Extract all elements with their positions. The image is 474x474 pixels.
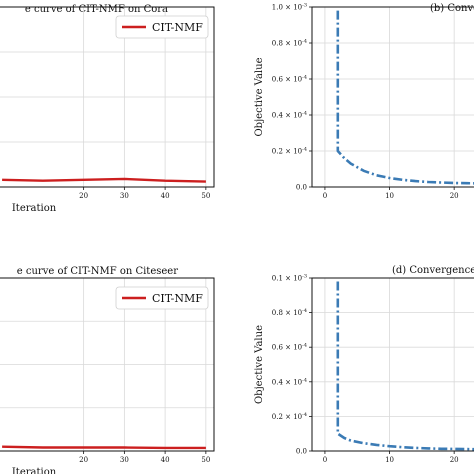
series-line: [2, 445, 206, 450]
y-tick-label: 0.4 × 10-4: [272, 377, 307, 386]
axes-frame: [311, 277, 474, 452]
x-tick-label: 30: [120, 456, 129, 464]
x-tick-label: 20: [79, 456, 88, 464]
chart-title: (b) Convergence: [430, 3, 474, 14]
x-tick-label: 20: [450, 456, 459, 464]
x-tick-label: 20: [450, 192, 459, 200]
x-tick-label: 40: [161, 192, 170, 200]
chart-panel-top-left: e curve of CIT-NMF on Cora 20 30 40 50 Iterat…: [0, 4, 215, 214]
chart-panel-top-right: (b) Convergence 0 10 20 0.0 0.2 × 10-4 0.4 × 1…: [254, 3, 474, 200]
legend-label: CIT-NMF: [152, 292, 203, 305]
y-tick-label: 0.8 × 10-4: [272, 39, 307, 48]
x-tick-label: 0: [323, 456, 327, 464]
chart-panel-bottom-left: e curve of CIT-NMF on Citeseer 20 30 40 50 It…: [0, 266, 215, 474]
chart-title: e curve of CIT-NMF on Citeseer: [17, 266, 178, 277]
y-tick-label: 0.6 × 10-4: [272, 75, 307, 84]
x-tick-label: 10: [385, 192, 394, 200]
y-tick-label: 0.2 × 10-4: [272, 147, 307, 156]
y-tick-label: 0.0: [296, 184, 307, 192]
x-tick-label: 40: [161, 456, 170, 464]
axes-frame: [0, 277, 215, 452]
series-line: [336, 10, 474, 185]
x-tick-label: 50: [201, 192, 210, 200]
legend-box: [115, 286, 209, 310]
x-axis-label: Iteration: [12, 467, 57, 474]
legend-box: [115, 15, 209, 39]
x-tick-label: 30: [120, 192, 129, 200]
axes-frame: [0, 6, 215, 188]
x-axis-label: Iteration: [12, 203, 57, 214]
series-line: [2, 177, 206, 183]
legend-label: CIT-NMF: [152, 21, 203, 34]
x-tick-label: 20: [79, 192, 88, 200]
y-tick-label: 0.2 × 10-4: [272, 412, 307, 421]
x-tick-label: 50: [201, 456, 210, 464]
chart-panel-bottom-right: (d) Convergence 0 10 20 0.0 0.2 × 10-4 0.4 × 1…: [254, 265, 474, 464]
y-tick-label: 0.1 × 10-3: [272, 274, 307, 283]
x-tick-label: 10: [385, 456, 394, 464]
y-tick-label: 0.4 × 10-4: [272, 111, 307, 120]
y-tick-label: 0.6 × 10-4: [272, 343, 307, 352]
axes-frame: [311, 6, 474, 188]
y-axis-label: Objective Value: [254, 325, 265, 404]
y-axis-label: Objective Value: [254, 57, 265, 136]
y-tick-label: 0.0: [296, 448, 307, 456]
y-tick-label: 0.8 × 10-4: [272, 308, 307, 317]
chart-title: (d) Convergence: [392, 265, 474, 276]
chart-title: e curve of CIT-NMF on Cora: [25, 4, 168, 15]
x-tick-label: 0: [323, 192, 327, 200]
y-tick-label: 1.0 × 10-3: [272, 3, 307, 12]
series-line: [336, 281, 474, 451]
